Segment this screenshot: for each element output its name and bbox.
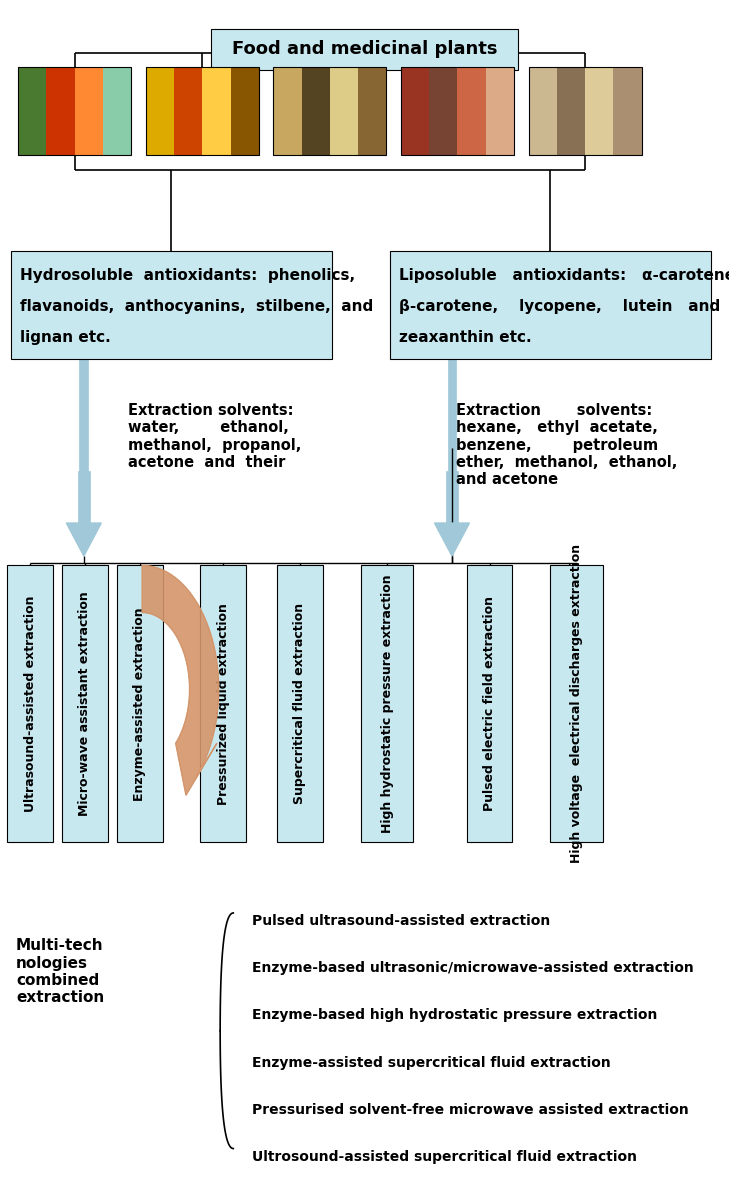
Text: β-carotene,    lycopene,    lutein   and: β-carotene, lycopene, lutein and bbox=[399, 299, 720, 315]
FancyBboxPatch shape bbox=[174, 67, 203, 155]
FancyBboxPatch shape bbox=[211, 29, 518, 70]
FancyBboxPatch shape bbox=[550, 565, 603, 842]
FancyBboxPatch shape bbox=[486, 67, 514, 155]
FancyBboxPatch shape bbox=[146, 67, 174, 155]
FancyBboxPatch shape bbox=[613, 67, 642, 155]
FancyBboxPatch shape bbox=[390, 251, 711, 359]
FancyBboxPatch shape bbox=[7, 565, 53, 842]
Text: Liposoluble   antioxidants:   α-carotene,: Liposoluble antioxidants: α-carotene, bbox=[399, 269, 729, 283]
Text: Supercritical fluid extraction: Supercritical fluid extraction bbox=[294, 603, 306, 805]
Text: Extraction solvents:
water,        ethanol,
methanol,  propanol,
acetone  and  t: Extraction solvents: water, ethanol, met… bbox=[128, 403, 301, 470]
Polygon shape bbox=[66, 523, 101, 556]
Text: Pulsed electric field extraction: Pulsed electric field extraction bbox=[483, 596, 496, 812]
FancyBboxPatch shape bbox=[103, 67, 131, 155]
Text: flavanoids,  anthocyanins,  stilbene,  and: flavanoids, anthocyanins, stilbene, and bbox=[20, 299, 373, 315]
FancyBboxPatch shape bbox=[358, 67, 386, 155]
Text: High voltage  electrical discharges extraction: High voltage electrical discharges extra… bbox=[570, 544, 583, 863]
Text: Ultrosound-assisted supercritical fluid extraction: Ultrosound-assisted supercritical fluid … bbox=[252, 1150, 636, 1164]
FancyBboxPatch shape bbox=[47, 67, 75, 155]
Text: Ultrasound-assisted extraction: Ultrasound-assisted extraction bbox=[24, 596, 36, 812]
FancyBboxPatch shape bbox=[117, 565, 163, 842]
Text: Food and medicinal plants: Food and medicinal plants bbox=[232, 40, 497, 59]
Text: High hydrostatic pressure extraction: High hydrostatic pressure extraction bbox=[381, 575, 394, 833]
Text: Pressurized liquid extraction: Pressurized liquid extraction bbox=[217, 603, 230, 805]
Text: Enzyme-based high hydrostatic pressure extraction: Enzyme-based high hydrostatic pressure e… bbox=[252, 1008, 657, 1023]
Text: Enzyme-assisted supercritical fluid extraction: Enzyme-assisted supercritical fluid extr… bbox=[252, 1055, 610, 1070]
Text: Hydrosoluble  antioxidants:  phenolics,: Hydrosoluble antioxidants: phenolics, bbox=[20, 269, 355, 283]
FancyBboxPatch shape bbox=[401, 67, 429, 155]
FancyBboxPatch shape bbox=[330, 67, 358, 155]
FancyBboxPatch shape bbox=[458, 67, 486, 155]
FancyBboxPatch shape bbox=[448, 359, 456, 471]
FancyBboxPatch shape bbox=[79, 359, 88, 471]
Text: zeaxanthin etc.: zeaxanthin etc. bbox=[399, 330, 531, 345]
Text: Pulsed ultrasound-assisted extraction: Pulsed ultrasound-assisted extraction bbox=[252, 914, 550, 928]
FancyBboxPatch shape bbox=[585, 67, 613, 155]
Text: Enzyme-based ultrasonic/microwave-assisted extraction: Enzyme-based ultrasonic/microwave-assist… bbox=[252, 961, 693, 975]
FancyBboxPatch shape bbox=[446, 471, 458, 527]
Text: lignan etc.: lignan etc. bbox=[20, 330, 110, 345]
FancyBboxPatch shape bbox=[277, 565, 323, 842]
FancyBboxPatch shape bbox=[62, 565, 108, 842]
FancyBboxPatch shape bbox=[230, 67, 259, 155]
Text: Extraction       solvents:
hexane,   ethyl  acetate,
benzene,        petroleum
e: Extraction solvents: hexane, ethyl aceta… bbox=[456, 403, 677, 488]
Text: Pressurised solvent-free microwave assisted extraction: Pressurised solvent-free microwave assis… bbox=[252, 1103, 688, 1117]
FancyBboxPatch shape bbox=[273, 67, 302, 155]
Polygon shape bbox=[142, 565, 219, 795]
FancyBboxPatch shape bbox=[11, 251, 332, 359]
FancyBboxPatch shape bbox=[78, 471, 90, 527]
FancyBboxPatch shape bbox=[302, 67, 330, 155]
FancyBboxPatch shape bbox=[75, 67, 103, 155]
FancyBboxPatch shape bbox=[203, 67, 230, 155]
Text: Enzyme-assisted extraction: Enzyme-assisted extraction bbox=[133, 607, 146, 801]
FancyBboxPatch shape bbox=[467, 565, 512, 842]
Polygon shape bbox=[434, 523, 469, 556]
FancyBboxPatch shape bbox=[18, 67, 47, 155]
Text: Micro-wave assistant extraction: Micro-wave assistant extraction bbox=[79, 591, 91, 816]
FancyBboxPatch shape bbox=[529, 67, 557, 155]
FancyBboxPatch shape bbox=[361, 565, 413, 842]
FancyBboxPatch shape bbox=[200, 565, 246, 842]
Text: Multi-tech
nologies
combined
extraction: Multi-tech nologies combined extraction bbox=[16, 938, 104, 1006]
FancyBboxPatch shape bbox=[557, 67, 585, 155]
FancyBboxPatch shape bbox=[429, 67, 457, 155]
